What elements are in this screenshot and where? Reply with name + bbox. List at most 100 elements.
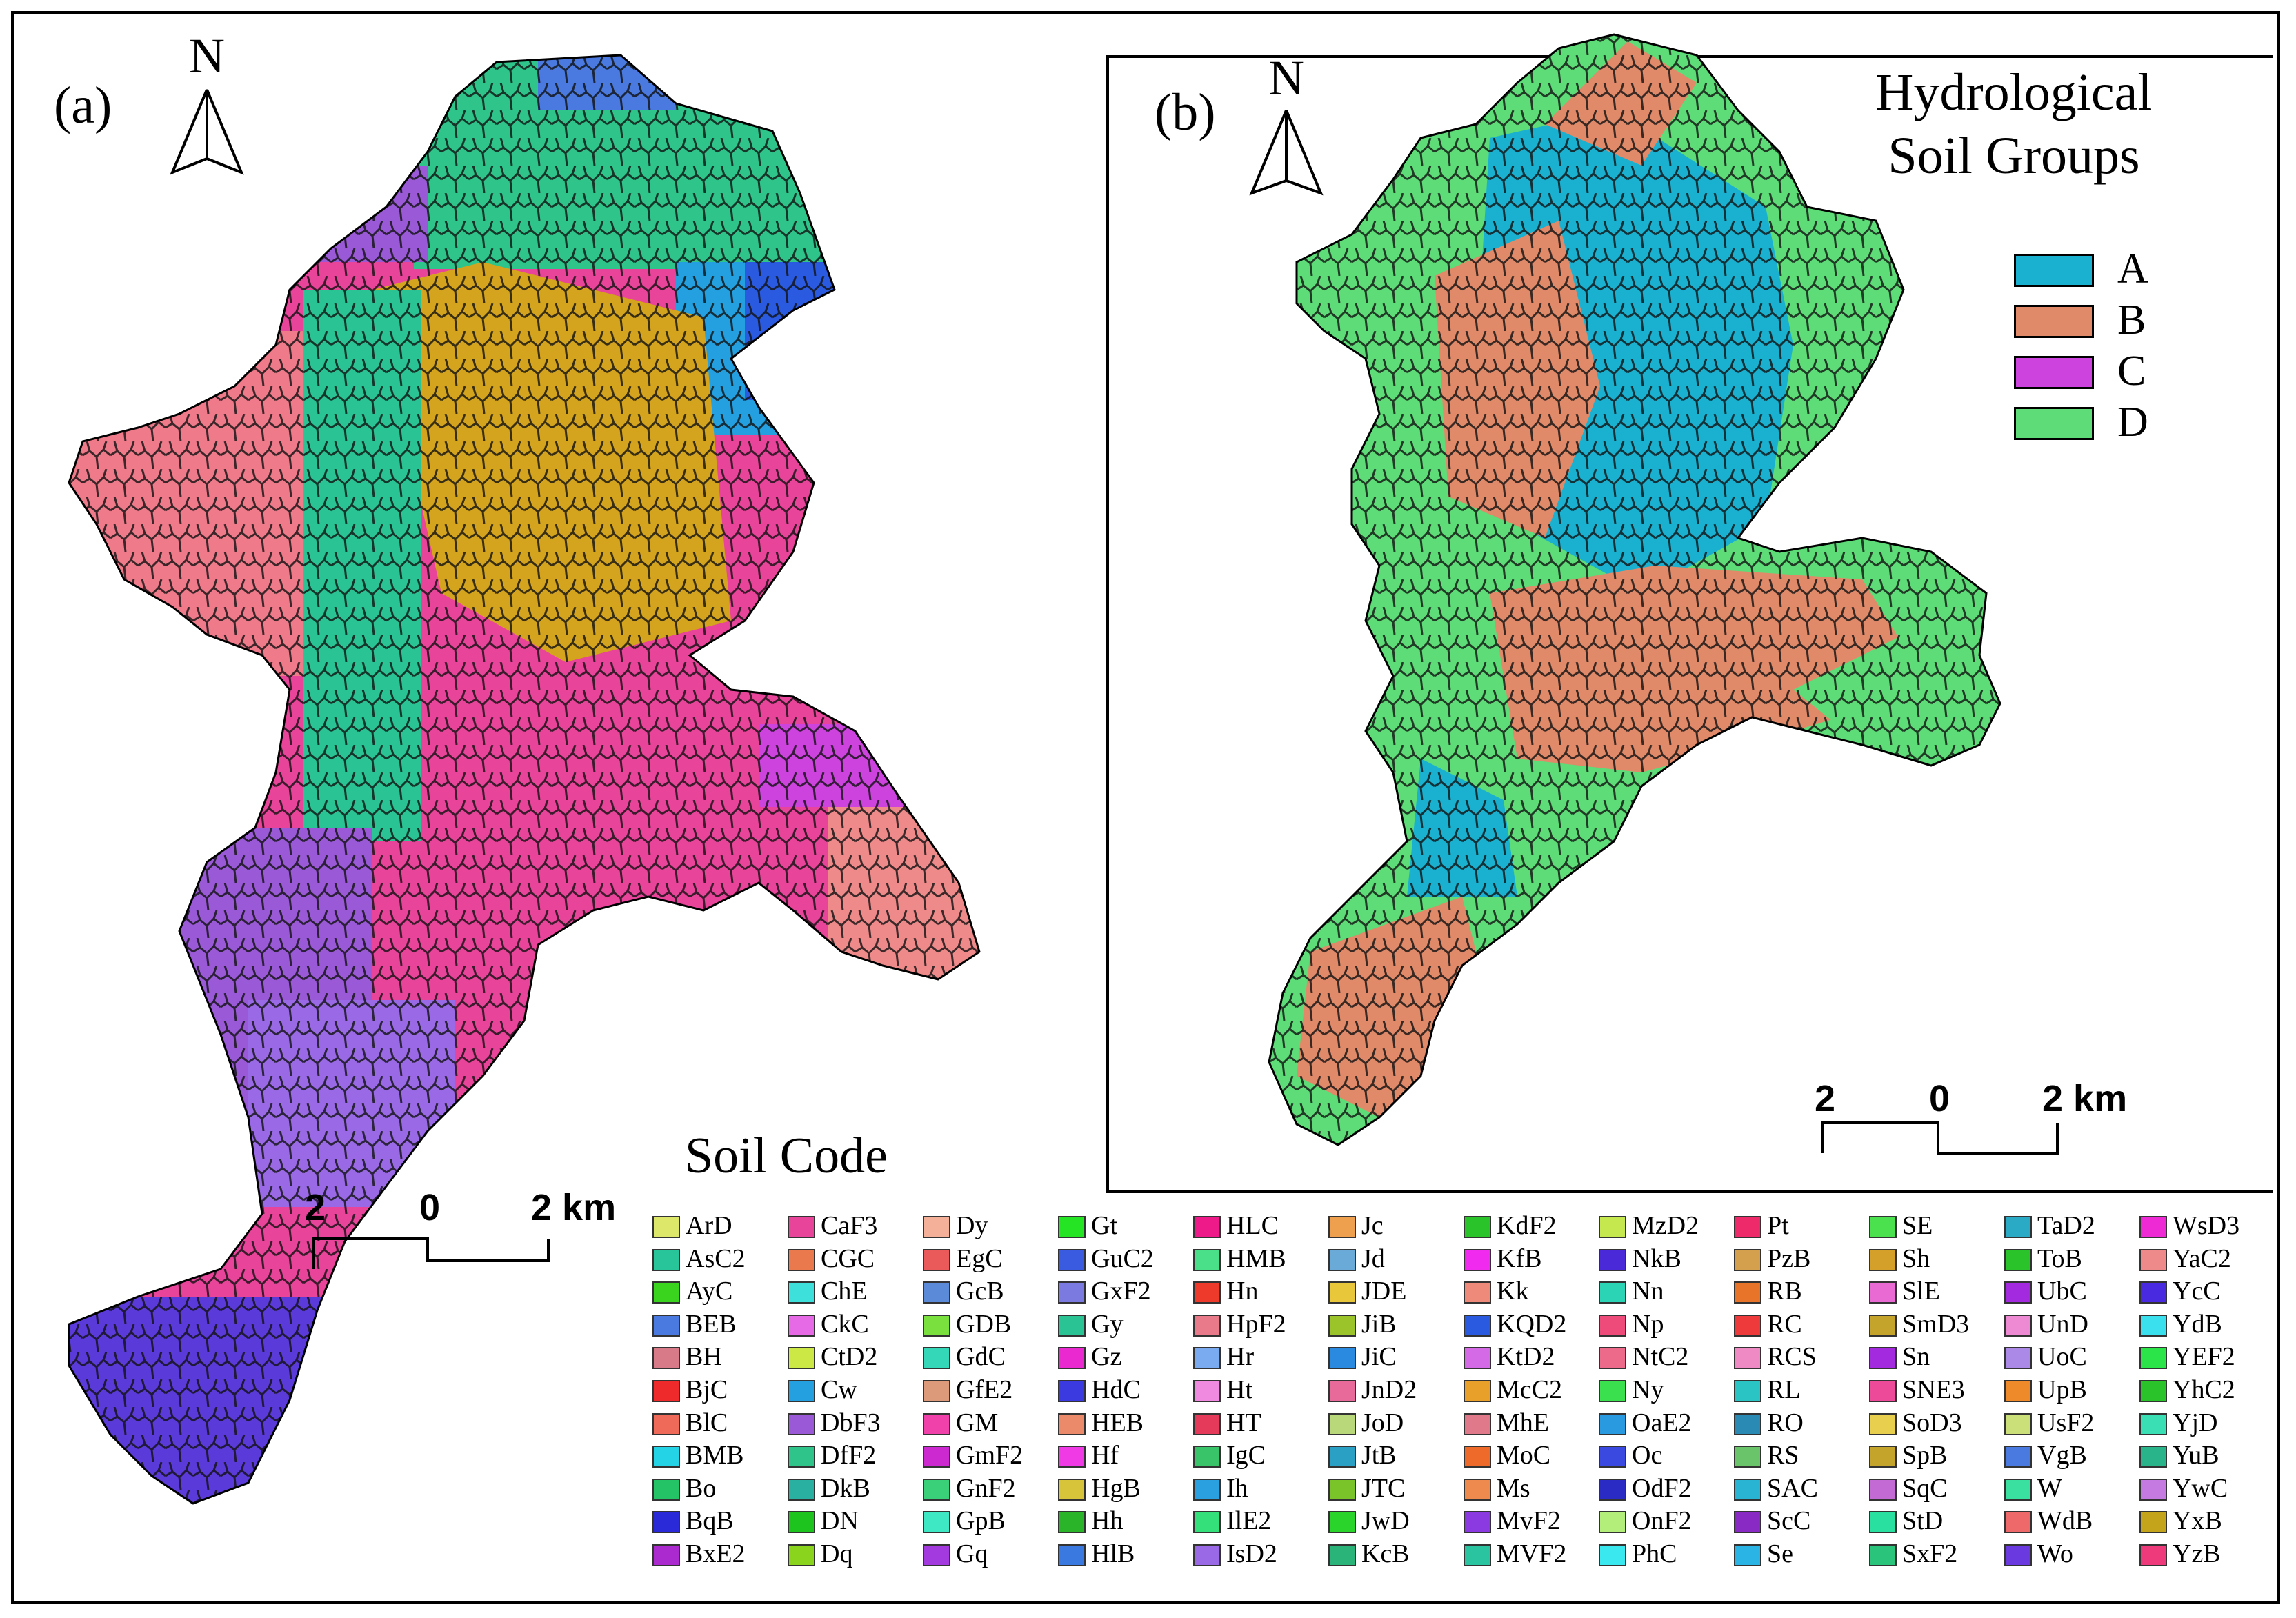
legend-label: Gz	[1091, 1342, 1122, 1372]
legend-swatch	[1599, 1511, 1626, 1534]
legend-label: SoD3	[1902, 1408, 1962, 1437]
soil-code-item: RB	[1734, 1275, 1855, 1306]
legend-label: MVF2	[1497, 1539, 1567, 1568]
soil-code-item: MVF2	[1464, 1538, 1585, 1568]
legend-swatch	[2139, 1380, 2167, 1402]
soil-code-item: BjC	[652, 1374, 774, 1404]
legend-swatch	[652, 1478, 680, 1501]
legend-label: JiB	[1361, 1309, 1397, 1339]
legend-swatch	[1058, 1446, 1086, 1468]
legend-label: JnD2	[1361, 1375, 1417, 1404]
legend-swatch	[2014, 407, 2094, 440]
soil-code-item: RCS	[1734, 1341, 1855, 1371]
soil-code-item: PzB	[1734, 1243, 1855, 1273]
legend-label: DfF2	[821, 1441, 877, 1470]
legend-swatch	[788, 1446, 815, 1468]
soil-code-item: KdF2	[1464, 1210, 1585, 1240]
soil-code-item: SAC	[1734, 1472, 1855, 1503]
soil-code-item: UoC	[2004, 1341, 2126, 1371]
legend-label: OdF2	[1632, 1473, 1692, 1503]
soil-code-item: DbF3	[788, 1407, 909, 1437]
scale-bar-lines	[1821, 1121, 2059, 1155]
legend-label: JtB	[1361, 1441, 1397, 1470]
legend-label: Pt	[1767, 1211, 1789, 1240]
legend-label: GxF2	[1091, 1277, 1151, 1306]
soil-code-item: GM	[923, 1407, 1044, 1437]
legend-swatch	[1193, 1446, 1221, 1468]
legend-swatch	[1734, 1544, 1761, 1566]
soil-code-item: Jc	[1328, 1210, 1450, 1240]
legend-swatch	[1328, 1544, 1356, 1566]
legend-swatch	[2139, 1478, 2167, 1501]
soil-code-item: SE	[1869, 1210, 1990, 1240]
legend-label: GM	[956, 1408, 999, 1437]
legend-swatch	[2139, 1314, 2167, 1337]
soil-code-item: YdB	[2139, 1308, 2261, 1339]
legend-label: Wo	[2037, 1539, 2073, 1568]
legend-label: WsD3	[2173, 1211, 2240, 1240]
legend-swatch	[652, 1511, 680, 1534]
legend-swatch	[1869, 1446, 1897, 1468]
legend-swatch	[1328, 1216, 1356, 1238]
legend-label: AsC2	[686, 1244, 746, 1273]
soil-code-item: BqB	[652, 1505, 774, 1535]
legend-label: YuB	[2173, 1441, 2219, 1470]
legend-label: DN	[821, 1506, 859, 1536]
soil-code-item: AsC2	[652, 1243, 774, 1273]
scale-bar-b: 2 0 2 km	[1810, 1077, 2155, 1160]
legend-label: MoC	[1497, 1441, 1551, 1470]
legend-swatch	[1734, 1216, 1761, 1238]
soil-code-item: Nn	[1599, 1275, 1720, 1306]
legend-swatch	[2004, 1412, 2032, 1435]
legend-label: RCS	[1767, 1342, 1817, 1372]
legend-swatch	[788, 1478, 815, 1501]
legend-swatch	[1328, 1446, 1356, 1468]
soil-code-item: Hr	[1193, 1341, 1315, 1371]
soil-code-item: GdC	[923, 1341, 1044, 1371]
legend-swatch	[652, 1248, 680, 1271]
soil-code-item: GxF2	[1058, 1275, 1179, 1306]
soil-code-item: StD	[1869, 1505, 1990, 1535]
legend-label: CaF3	[821, 1211, 878, 1240]
legend-swatch	[2139, 1446, 2167, 1468]
legend-label: GDB	[956, 1309, 1012, 1339]
soil-code-item: Hn	[1193, 1275, 1315, 1306]
legend-label: Kk	[1497, 1277, 1529, 1306]
soil-code-item: MzD2	[1599, 1210, 1720, 1240]
legend-swatch	[923, 1216, 950, 1238]
soil-code-item: DfF2	[788, 1439, 909, 1470]
legend-swatch	[1599, 1446, 1626, 1468]
legend-label: PhC	[1632, 1539, 1677, 1568]
legend-swatch	[1193, 1314, 1221, 1337]
legend-swatch	[1464, 1216, 1491, 1238]
soil-code-item: UpB	[2004, 1374, 2126, 1404]
soil-code-item: OdF2	[1599, 1472, 1720, 1503]
legend-swatch	[1193, 1380, 1221, 1402]
soil-code-item: YhC2	[2139, 1374, 2261, 1404]
legend-label: D	[2117, 399, 2148, 446]
soil-code-item: HlB	[1058, 1538, 1179, 1568]
soil-code-item: EgC	[923, 1243, 1044, 1273]
legend-label: NtC2	[1632, 1342, 1689, 1372]
soil-code-item: HEB	[1058, 1407, 1179, 1437]
legend-label: Se	[1767, 1539, 1793, 1568]
legend-swatch	[2004, 1544, 2032, 1566]
legend-swatch	[1328, 1248, 1356, 1271]
hsg-legend-item: D	[2014, 399, 2193, 446]
legend-label: TaD2	[2037, 1211, 2095, 1240]
legend-swatch	[1869, 1248, 1897, 1271]
soil-code-item: HpF2	[1193, 1308, 1315, 1339]
legend-label: SlE	[1902, 1277, 1940, 1306]
soil-code-item: Ny	[1599, 1374, 1720, 1404]
legend-label: HpF2	[1226, 1309, 1286, 1339]
legend-swatch	[1193, 1347, 1221, 1370]
soil-code-item: YcC	[2139, 1275, 2261, 1306]
soil-code-item: SmD3	[1869, 1308, 1990, 1339]
soil-code-item: KQD2	[1464, 1308, 1585, 1339]
legend-swatch	[1193, 1511, 1221, 1534]
legend-swatch	[1193, 1216, 1221, 1238]
legend-swatch	[1869, 1216, 1897, 1238]
legend-swatch	[788, 1511, 815, 1534]
legend-label: A	[2117, 246, 2148, 292]
legend-swatch	[1193, 1544, 1221, 1566]
